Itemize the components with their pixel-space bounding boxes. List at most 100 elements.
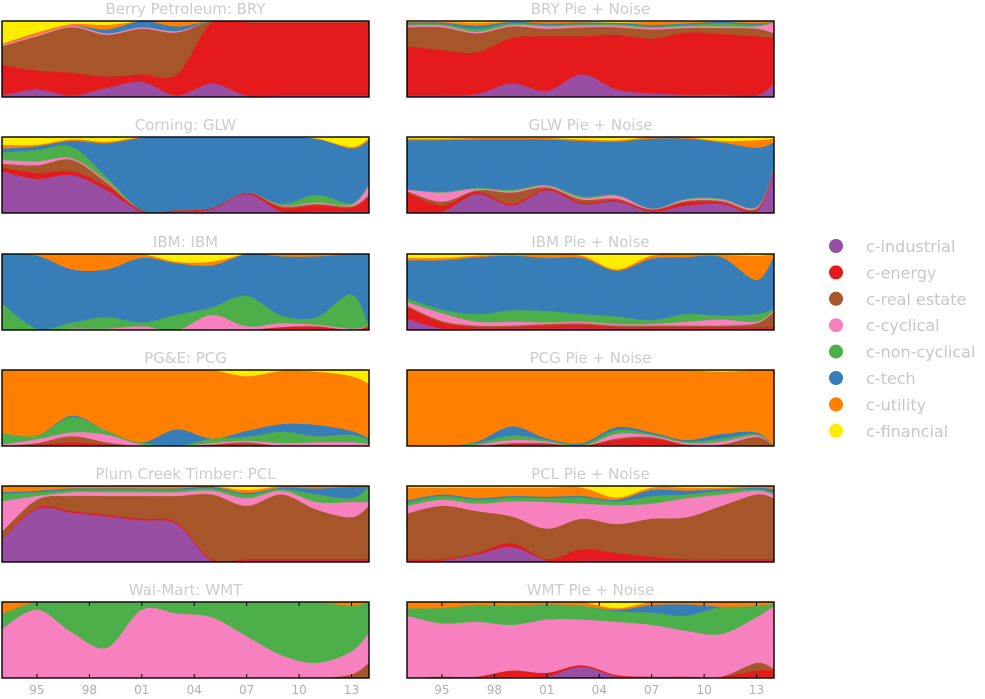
plot-frame <box>1 253 370 331</box>
legend-marker <box>829 423 843 438</box>
area-c-utility <box>2 486 369 494</box>
panel-corning-glw: Corning: GLW <box>1 116 370 214</box>
plot-frame <box>1 136 370 214</box>
x-tick-label: 98 <box>487 683 502 697</box>
x-tick-label: 95 <box>29 683 44 697</box>
area-c-utility <box>2 370 369 443</box>
legend-marker <box>829 239 843 253</box>
x-tick-label: 04 <box>187 683 202 697</box>
panel-title: Plum Creek Timber: PCL <box>95 465 276 483</box>
legend-label: c-industrial <box>866 237 955 256</box>
area-c-tech <box>407 255 774 321</box>
legend-item-c-utility: c-utility <box>829 395 926 414</box>
area-layers <box>407 602 774 678</box>
panel-title: PCG Pie + Noise <box>530 349 652 367</box>
panel-berry-petroleum-bry: Berry Petroleum: BRY <box>1 0 370 98</box>
area-c-financial <box>407 602 774 609</box>
plot-frame <box>1 369 370 447</box>
area-layers <box>2 486 369 562</box>
area-c-financial <box>407 486 774 498</box>
panel-title: IBM Pie + Noise <box>531 233 649 251</box>
x-tick-label: 07 <box>644 683 659 697</box>
plot-frame <box>406 253 775 331</box>
panel-title: BRY Pie + Noise <box>531 0 651 18</box>
area-layers <box>407 137 774 213</box>
panel-title: Berry Petroleum: BRY <box>105 0 266 18</box>
x-tick-label: 01 <box>134 683 149 697</box>
panel-wmt-pie-noise: WMT Pie + Noise 95 98 01 04 07 10 13 <box>406 581 775 697</box>
panel-plum-creek-timber-pcl: Plum Creek Timber: PCL <box>1 465 370 563</box>
panels: Berry Petroleum: BRY BRY Pie + Noise Corni… <box>1 0 775 697</box>
panel-wal-mart-wmt: Wal-Mart: WMT 95 98 01 04 07 10 13 <box>1 581 370 697</box>
panel-pcg-pie-noise: PCG Pie + Noise <box>406 349 775 447</box>
area-layers <box>2 21 369 97</box>
legend-marker <box>829 318 843 333</box>
area-c-utility <box>407 370 774 446</box>
legend-label: c-energy <box>866 263 936 282</box>
panel-title: PCL Pie + Noise <box>531 465 649 483</box>
x-tick-label: 98 <box>82 683 97 697</box>
plot-frame <box>406 20 775 98</box>
legend-marker <box>829 291 843 306</box>
panel-bry-pie-noise: BRY Pie + Noise <box>406 0 775 98</box>
legend-item-c-energy: c-energy <box>829 263 936 282</box>
area-c-financial <box>2 21 369 45</box>
area-c-non-cyclical <box>2 602 369 664</box>
legend-marker <box>829 397 843 412</box>
area-c-financial <box>2 370 369 384</box>
legend-marker <box>829 265 843 280</box>
legend-label: c-non-cyclical <box>866 343 975 362</box>
plot-frame <box>1 601 370 679</box>
panel-title: Wal-Mart: WMT <box>129 581 243 599</box>
area-c-utility <box>407 602 774 610</box>
panel-glw-pie-noise: GLW Pie + Noise <box>406 116 775 214</box>
legend-marker <box>829 344 843 359</box>
panel-title: WMT Pie + Noise <box>527 581 655 599</box>
panel-title: Corning: GLW <box>135 116 237 134</box>
plot-frame <box>406 369 775 447</box>
legend-item-c-financial: c-financial <box>829 422 948 441</box>
legend-item-c-tech: c-tech <box>829 369 916 388</box>
panel-ibm-ibm: IBM: IBM <box>1 233 370 331</box>
plot-frame <box>406 485 775 563</box>
legend-label: c-real estate <box>866 290 966 309</box>
legend-label: c-tech <box>866 369 916 388</box>
x-tick-label: 01 <box>539 683 554 697</box>
legend-marker <box>829 371 843 385</box>
panel-title: GLW Pie + Noise <box>528 116 652 134</box>
legend-label: c-utility <box>866 395 926 414</box>
legend-item-c-industrial: c-industrial <box>829 237 955 256</box>
legend-label: c-cyclical <box>866 316 940 335</box>
plot-frame <box>1 20 370 98</box>
legend-label: c-financial <box>866 422 948 441</box>
area-layers <box>2 370 369 446</box>
area-layers <box>2 602 369 678</box>
legend: c-industrial c-energy c-real estate c-cycli… <box>829 237 975 441</box>
plot-frame <box>406 136 775 214</box>
x-tick-label: 10 <box>291 683 306 697</box>
x-tick-label: 04 <box>592 683 607 697</box>
legend-item-c-cyclical: c-cyclical <box>829 316 940 335</box>
panel-ibm-pie-noise: IBM Pie + Noise <box>406 233 775 331</box>
panel-pcl-pie-noise: PCL Pie + Noise <box>406 465 775 563</box>
area-c-financial <box>2 254 369 263</box>
area-c-energy <box>2 325 369 330</box>
panel-title: PG&E: PCG <box>144 349 227 367</box>
plot-frame <box>1 485 370 563</box>
legend-item-c-real-estate: c-real estate <box>829 290 966 309</box>
x-tick-label: 13 <box>749 683 764 697</box>
legend-item-c-non-cyclical: c-non-cyclical <box>829 343 975 362</box>
area-layers <box>2 137 369 213</box>
x-tick-label: 07 <box>239 683 254 697</box>
x-tick-label: 95 <box>434 683 449 697</box>
x-tick-label: 13 <box>344 683 359 697</box>
area-layers <box>407 254 774 330</box>
area-layers <box>407 21 774 97</box>
area-layers <box>407 370 774 446</box>
x-tick-label: 10 <box>696 683 711 697</box>
panel-title: IBM: IBM <box>153 233 218 251</box>
area-c-financial <box>2 137 369 148</box>
area-layers <box>2 254 369 330</box>
area-layers <box>407 486 774 562</box>
